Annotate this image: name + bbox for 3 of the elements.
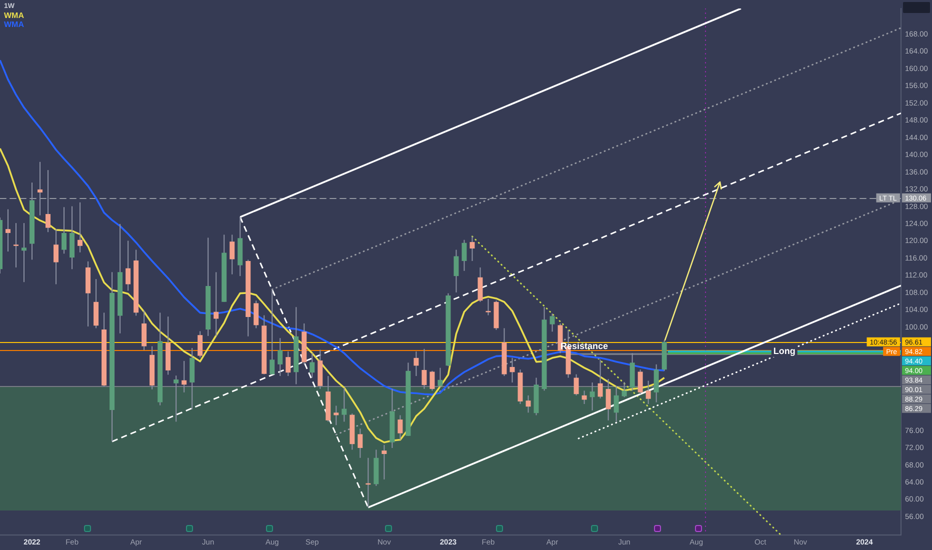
- text: WMA: [4, 11, 24, 20]
- annotation: Long: [773, 346, 796, 356]
- text: WMA: [4, 20, 24, 29]
